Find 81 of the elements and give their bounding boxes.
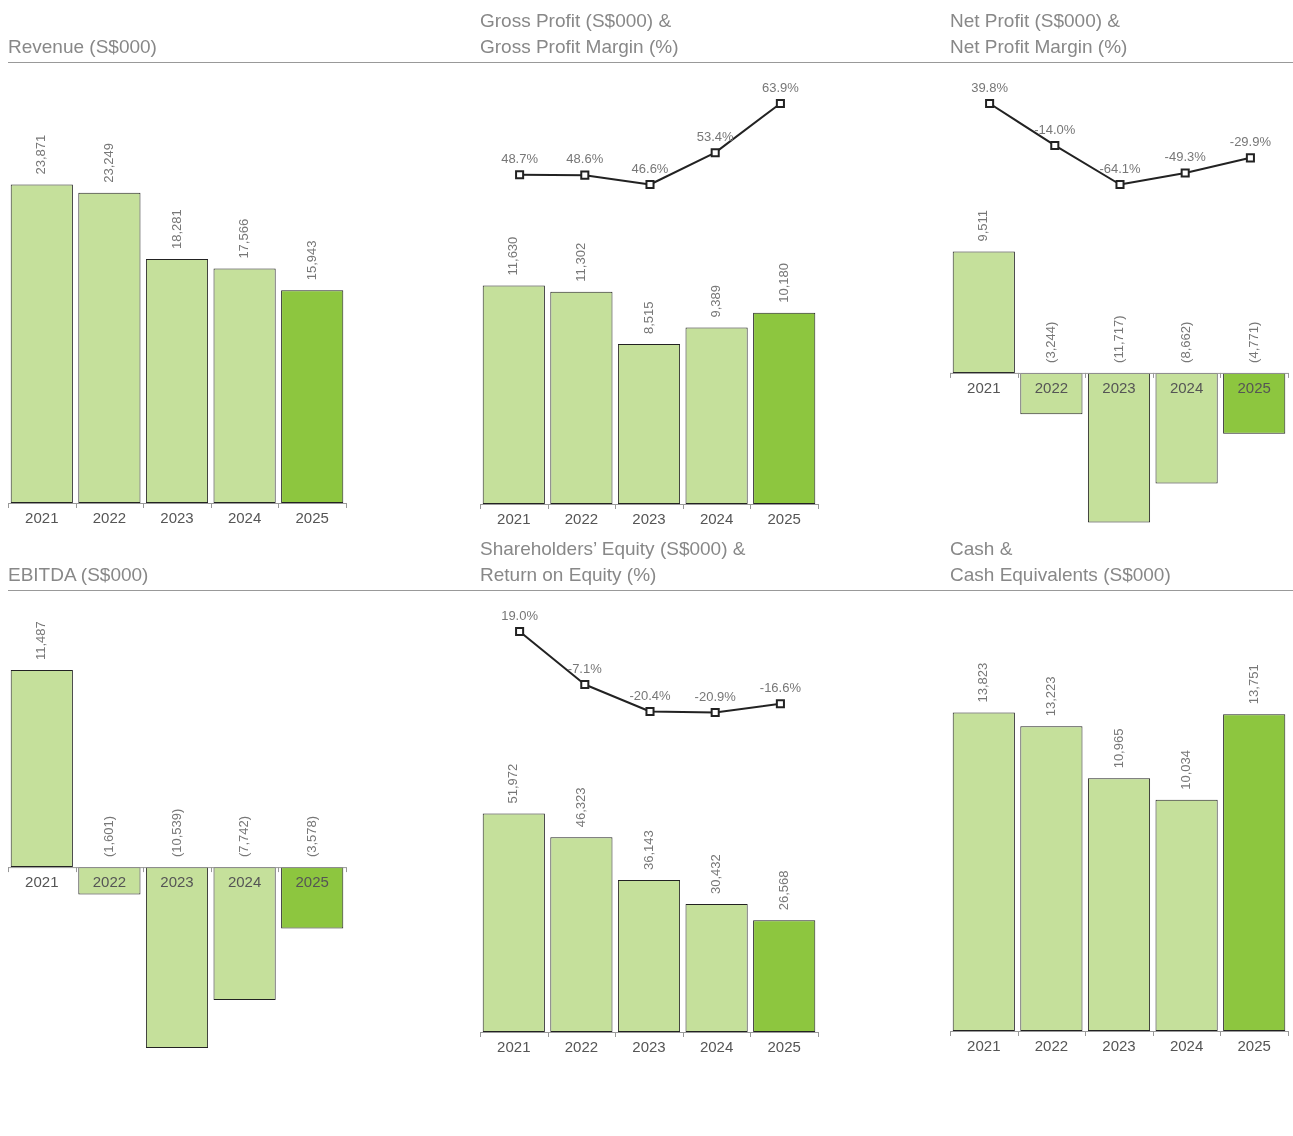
data-label: 23,871 (33, 134, 49, 175)
data-label: 36,143 (640, 830, 656, 871)
data-label: 9,389 (708, 285, 724, 318)
chart-title: Net Profit (S$000) & Net Profit Margin (%) (950, 8, 1293, 63)
data-label: (7,742) (236, 815, 252, 858)
x-tick-label: 2025 (767, 509, 801, 527)
data-label: (3,578) (303, 815, 319, 858)
data-label: 46.6% (631, 160, 669, 176)
data-label: 13,223 (1042, 676, 1058, 717)
data-label: -49.3% (1164, 149, 1207, 165)
data-label: 15,943 (303, 240, 319, 281)
data-label: 51,972 (505, 763, 521, 804)
x-tick-label: 2021 (497, 509, 531, 527)
data-label: 10,965 (1110, 728, 1126, 769)
data-label: 53.4% (696, 128, 735, 144)
x-tick-label: 2024 (1169, 378, 1204, 396)
data-label: 8,515 (640, 301, 656, 335)
data-label: (3,244) (1042, 321, 1058, 363)
x-tick-label: 2021 (25, 872, 59, 890)
data-label: -20.4% (629, 687, 672, 703)
x-tick-label: 2022 (92, 508, 127, 526)
data-label: (10,539) (168, 808, 184, 858)
x-tick-label: 2024 (1169, 1036, 1204, 1054)
data-label: 48.6% (566, 151, 604, 167)
chart-title: Cash & Cash Equivalents (S$000) (950, 536, 1293, 591)
data-label: 17,566 (236, 218, 252, 259)
data-label: -64.1% (1099, 160, 1142, 176)
x-tick-label: 2025 (767, 1037, 801, 1055)
data-label: 11,302 (572, 242, 588, 282)
x-tick-label: 2024 (699, 509, 734, 527)
data-label: 48.7% (501, 150, 539, 166)
x-tick-label: 2021 (497, 1037, 531, 1055)
data-label: 9,511 (975, 209, 991, 242)
x-tick-label: 2022 (92, 872, 127, 890)
data-label: -7.1% (567, 660, 603, 676)
data-label: (4,771) (1245, 321, 1261, 363)
x-tick-label: 2022 (564, 509, 599, 527)
data-label: (8,662) (1178, 321, 1194, 363)
x-tick-label: 2023 (632, 1037, 666, 1055)
data-label: 11,630 (505, 236, 521, 276)
x-tick-label: 2025 (1237, 378, 1271, 396)
data-label: -16.6% (759, 679, 802, 695)
data-label: 26,568 (775, 870, 791, 911)
data-label: 19.0% (501, 607, 539, 623)
data-label: 10,034 (1178, 750, 1194, 790)
x-tick-label: 2021 (967, 378, 1001, 396)
x-tick-label: 2023 (160, 508, 194, 526)
x-tick-label: 2023 (1102, 378, 1136, 396)
x-tick-label: 2022 (1034, 1036, 1069, 1054)
data-label: -14.0% (1034, 121, 1076, 137)
x-tick-label: 2024 (699, 1037, 734, 1055)
data-label: 18,281 (168, 209, 184, 250)
chart-title: EBITDA (S$000) (8, 536, 480, 591)
data-label: -29.9% (1229, 133, 1272, 149)
data-label: 11,487 (33, 621, 49, 660)
x-tick-label: 2023 (632, 509, 666, 527)
data-label: 10,180 (775, 262, 791, 303)
chart-title: Shareholders’ Equity (S$000) & Return on Equity (%) (480, 536, 950, 591)
data-label: (1,601) (100, 815, 116, 858)
x-tick-label: 2022 (564, 1037, 599, 1055)
chart-title: Revenue (S$000) (8, 8, 480, 63)
data-label: 46,323 (572, 787, 588, 828)
data-label: 39.8% (971, 79, 1009, 95)
x-tick-label: 2022 (1034, 378, 1069, 396)
x-tick-label: 2021 (967, 1036, 1001, 1054)
x-tick-label: 2024 (227, 508, 262, 526)
x-tick-label: 2025 (295, 508, 329, 526)
data-label: 13,823 (975, 662, 991, 703)
x-tick-label: 2025 (295, 872, 329, 890)
x-tick-label: 2024 (227, 872, 262, 890)
x-tick-label: 2023 (160, 872, 194, 890)
data-label: 30,432 (708, 854, 724, 895)
data-label: 63.9% (761, 79, 800, 95)
data-label: -20.9% (694, 688, 737, 704)
x-tick-label: 2025 (1237, 1036, 1271, 1054)
data-label: (11,717) (1110, 315, 1126, 363)
data-label: 23,249 (100, 143, 116, 183)
x-tick-label: 2021 (25, 508, 59, 526)
chart-title: Gross Profit (S$000) & Gross Profit Margin (%) (480, 8, 950, 63)
data-label: 13,751 (1245, 664, 1261, 705)
x-tick-label: 2023 (1102, 1036, 1136, 1054)
